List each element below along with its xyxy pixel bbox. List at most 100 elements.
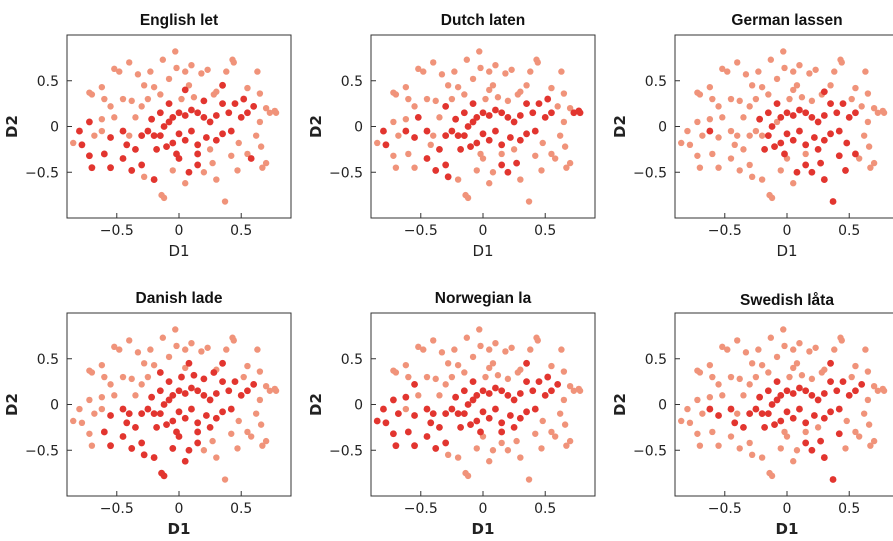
data-point bbox=[532, 152, 539, 159]
highlighted-data-point bbox=[852, 150, 859, 158]
highlighted-data-point bbox=[541, 391, 549, 399]
highlighted-data-point bbox=[158, 469, 165, 477]
highlighted-data-point bbox=[731, 419, 739, 427]
data-point bbox=[798, 94, 806, 101]
data-point bbox=[188, 339, 195, 347]
data-point bbox=[504, 375, 512, 383]
highlighted-data-point bbox=[244, 387, 251, 395]
data-point bbox=[790, 68, 797, 75]
highlighted-data-point bbox=[835, 127, 843, 135]
data-point bbox=[773, 118, 781, 126]
highlighted-data-point bbox=[485, 390, 493, 397]
data-point bbox=[786, 95, 793, 103]
data-point bbox=[748, 451, 756, 459]
data-point bbox=[812, 66, 819, 73]
data-point bbox=[138, 381, 145, 388]
y-tick-label: 0.5 bbox=[645, 352, 667, 368]
highlighted-data-point bbox=[402, 393, 410, 401]
data-point bbox=[504, 447, 512, 454]
data-point bbox=[262, 105, 270, 112]
data-point bbox=[140, 173, 148, 181]
highlighted-data-point bbox=[835, 152, 843, 160]
data-point bbox=[147, 346, 154, 353]
plot-frame bbox=[370, 34, 596, 219]
data-point bbox=[172, 326, 179, 333]
highlighted-data-point bbox=[802, 161, 810, 169]
data-point bbox=[476, 326, 483, 333]
highlighted-data-point bbox=[464, 401, 472, 408]
x-tick-label: 0 bbox=[479, 223, 488, 239]
highlighted-data-point bbox=[827, 408, 834, 416]
data-point bbox=[259, 164, 266, 171]
highlighted-data-point bbox=[150, 410, 158, 418]
highlighted-data-point bbox=[100, 150, 108, 158]
highlighted-data-point bbox=[492, 127, 499, 135]
highlighted-data-point bbox=[119, 127, 127, 135]
highlighted-data-point bbox=[212, 414, 220, 422]
highlighted-data-point bbox=[817, 159, 824, 167]
highlighted-data-point bbox=[181, 86, 189, 94]
data-point bbox=[463, 56, 471, 63]
highlighted-data-point bbox=[460, 410, 468, 418]
highlighted-data-point bbox=[156, 369, 164, 376]
data-point bbox=[134, 71, 142, 78]
x-axis-label: D1 bbox=[776, 520, 799, 538]
highlighted-data-point bbox=[516, 136, 524, 144]
data-point bbox=[107, 381, 114, 388]
data-point bbox=[448, 373, 456, 381]
highlighted-data-point bbox=[411, 412, 418, 419]
data-point bbox=[272, 387, 280, 394]
highlighted-data-point bbox=[544, 95, 552, 103]
highlighted-data-point bbox=[175, 387, 183, 395]
highlighted-data-point bbox=[237, 113, 245, 121]
data-point bbox=[715, 381, 722, 388]
data-point bbox=[758, 83, 766, 91]
highlighted-data-point bbox=[498, 419, 506, 427]
highlighted-data-point bbox=[156, 387, 164, 395]
highlighted-data-point bbox=[194, 161, 202, 169]
highlighted-data-point bbox=[833, 109, 841, 117]
x-tick-label: 0.5 bbox=[838, 223, 860, 239]
data-point bbox=[880, 387, 888, 394]
highlighted-data-point bbox=[210, 369, 218, 376]
y-axis-label: D2 bbox=[307, 115, 325, 138]
highlighted-data-point bbox=[175, 109, 183, 117]
data-point bbox=[402, 405, 410, 413]
data-point bbox=[870, 383, 878, 390]
data-point bbox=[204, 344, 211, 351]
data-point bbox=[563, 442, 570, 449]
data-point bbox=[451, 68, 458, 75]
data-point bbox=[758, 361, 766, 369]
data-point bbox=[492, 339, 499, 347]
data-point bbox=[790, 346, 797, 353]
data-point bbox=[169, 167, 176, 174]
highlighted-data-point bbox=[107, 134, 114, 141]
highlighted-data-point bbox=[165, 118, 173, 126]
highlighted-data-point bbox=[181, 136, 189, 144]
data-point bbox=[257, 143, 265, 150]
highlighted-data-point bbox=[219, 408, 226, 416]
highlighted-data-point bbox=[165, 378, 173, 386]
data-point bbox=[461, 91, 468, 98]
highlighted-data-point bbox=[727, 405, 735, 413]
highlighted-data-point bbox=[436, 423, 443, 431]
data-point bbox=[678, 417, 685, 425]
highlighted-data-point bbox=[169, 417, 177, 425]
data-point bbox=[190, 94, 198, 101]
highlighted-data-point bbox=[427, 419, 435, 427]
data-point bbox=[272, 109, 280, 116]
highlighted-data-point bbox=[516, 112, 524, 119]
data-point bbox=[777, 167, 784, 174]
x-axis-label: D1 bbox=[472, 242, 493, 260]
data-point bbox=[462, 469, 469, 477]
data-point bbox=[727, 127, 735, 135]
data-point bbox=[262, 383, 270, 390]
highlighted-data-point bbox=[411, 380, 418, 388]
data-point bbox=[451, 346, 458, 353]
data-point bbox=[182, 180, 189, 187]
highlighted-data-point bbox=[827, 130, 834, 138]
highlighted-data-point bbox=[202, 412, 210, 419]
data-point bbox=[525, 198, 533, 205]
highlighted-data-point bbox=[175, 408, 183, 416]
highlighted-data-point bbox=[454, 132, 462, 140]
